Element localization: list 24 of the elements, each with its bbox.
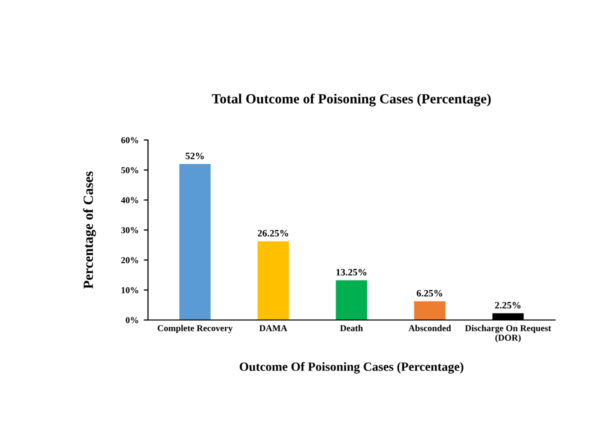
y-tick-label: 40% xyxy=(121,197,138,204)
data-label: 2.25% xyxy=(495,302,520,309)
x-tick-label: Absconded xyxy=(408,324,451,332)
data-label: 13.25% xyxy=(336,268,366,276)
x-tick-label: Death xyxy=(340,324,363,332)
data-label: 52% xyxy=(186,152,204,160)
bar xyxy=(414,301,446,320)
data-label: 6.25% xyxy=(416,290,442,297)
x-axis-title: Outcome Of Poisoning Cases (Percentage) xyxy=(240,362,464,374)
chart-title: Total Outcome of Poisoning Cases (Percentage) xyxy=(212,94,491,106)
y-tick-label: 60% xyxy=(121,137,138,144)
y-tick-label: 0% xyxy=(126,317,138,324)
x-tick-label: Discharge On Request (DOR) xyxy=(465,324,552,343)
y-tick-label: 50% xyxy=(121,167,138,174)
bar xyxy=(258,241,289,320)
data-label: 26.25% xyxy=(258,230,288,237)
bar xyxy=(179,164,211,320)
x-tick-label: DAMA xyxy=(259,325,288,332)
x-tick-label: Complete Recovery xyxy=(158,324,233,334)
y-tick-label: 10% xyxy=(122,287,138,294)
y-tick-label: 20% xyxy=(121,257,138,264)
y-tick-label: 30% xyxy=(121,227,138,234)
y-axis-title: Percentage of Cases xyxy=(83,171,96,289)
bar xyxy=(336,280,368,320)
